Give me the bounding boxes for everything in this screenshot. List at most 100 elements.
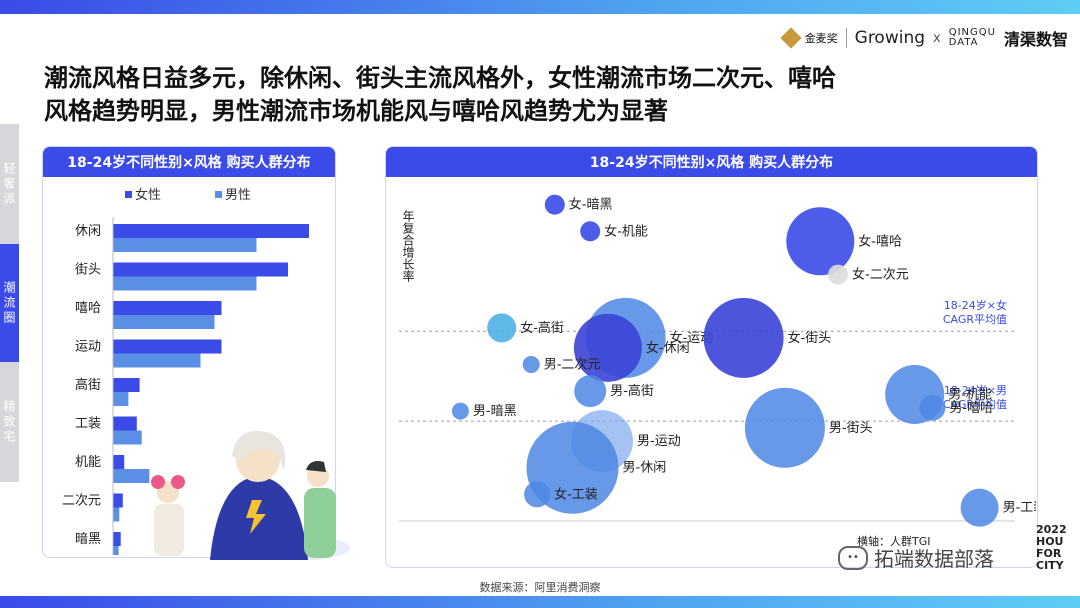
man-body-shape (304, 488, 336, 558)
ref-line-label: CAGR平均值 (943, 398, 1007, 411)
child-bun-left (151, 475, 165, 489)
bubble-label: 男-嘻哈 (949, 401, 993, 416)
bar-female (113, 378, 140, 392)
watermark: •• 拓端数据部落 (838, 543, 994, 572)
logo-qingqu-shuzhi: 清渠数智 (1003, 30, 1068, 49)
bar-male (113, 353, 201, 368)
bar-female (113, 339, 222, 354)
logo-times: x (933, 30, 941, 46)
bubble-point (487, 313, 517, 343)
bubble-chart: 18-24岁×女CAGR平均值18-24岁×男CAGR平均值女-暗黑女-机能女-… (399, 194, 1036, 527)
side-tab-qingshepai[interactable]: 轻奢派 (0, 124, 19, 244)
left-panel-title: 18-24岁不同性别×风格 购买人群分布 (43, 147, 335, 177)
logo-jinmaijiang-text: 金麦奖 (804, 32, 838, 45)
bubble-label: 女-运动 (670, 330, 714, 346)
left-bar-panel: 18-24岁不同性别×风格 购买人群分布 女性 男性休闲街头嘻哈运动高街工装机能二… (42, 146, 336, 558)
top-accent-bar (0, 0, 1080, 14)
bubble-label: 男-休闲 (623, 461, 667, 476)
logo-growing: Growing (854, 28, 926, 48)
child-body-shape (154, 504, 184, 556)
bubble-point (960, 488, 999, 527)
bar-category-label: 机能 (75, 455, 101, 470)
bubble-point (703, 297, 784, 378)
bubble-label: 男-二次元 (544, 356, 601, 372)
logo-qingqu-data: QINGQU DATA (949, 28, 996, 48)
bubble-label: 男-暗黑 (473, 404, 517, 419)
bar-male (113, 238, 257, 252)
side-tabs: 轻奢派 潮流圈 精致宅 (0, 124, 19, 482)
bubble-point (744, 387, 825, 468)
bar-male (113, 276, 257, 291)
page-title-line1: 潮流风格日益多元，除休闲、街头主流风格外，女性潮流市场二次元、嘻哈 (44, 64, 836, 92)
bar-female (113, 493, 123, 508)
legend-swatch-0 (125, 191, 132, 198)
bar-female (113, 532, 121, 546)
bar-category-label: 嘻哈 (75, 301, 101, 316)
bar-male (113, 392, 129, 406)
bubble-label: 女-工装 (554, 486, 598, 502)
bubble-point (573, 313, 642, 382)
x-axis-note: 横轴：人群TGI (857, 535, 931, 548)
bar-category-label: 街头 (75, 263, 101, 278)
side-tab-jingzhizhai[interactable]: 精致宅 (0, 362, 19, 482)
bubble-point (574, 375, 607, 408)
bubble-point (544, 194, 565, 215)
bar-female (113, 416, 137, 431)
logo-divider (845, 28, 847, 48)
bubble-point (828, 264, 848, 285)
bar-male (113, 546, 119, 555)
bubble-label: 女-暗黑 (569, 197, 613, 213)
child-bun-right (171, 475, 185, 489)
lightning-icon (246, 500, 266, 534)
ref-line-label: 18-24岁×女 (944, 298, 1007, 312)
bar-category-label: 工装 (75, 417, 101, 432)
bubble-point (786, 207, 855, 276)
wechat-icon: •• (838, 545, 868, 570)
bubble-label: 男-运动 (637, 434, 681, 449)
bubble-label: 女-高街 (520, 320, 564, 336)
bubble-label: 女-机能 (604, 223, 648, 239)
legend-swatch-1 (215, 191, 222, 198)
bubble-label: 男-街头 (829, 421, 873, 436)
bubble-label: 女-街头 (788, 330, 832, 346)
bar-category-label: 暗黑 (75, 532, 101, 547)
ref-line-label: 18-24岁×男 (944, 383, 1007, 397)
hair-shape (232, 431, 286, 470)
bubble-label: 女-二次元 (852, 267, 909, 283)
bubble-point (522, 355, 540, 373)
bubble-label: 女-休闲 (646, 340, 690, 356)
man-hair-shape (306, 461, 326, 472)
page-title-line2: 风格趋势明显，男性潮流市场机能风与嘻哈风趋势尤为显著 (44, 97, 668, 125)
right-panel-title: 18-24岁不同性别×风格 购买人群分布 (386, 147, 1037, 177)
bubble-label: 男-机能 (948, 387, 992, 402)
legend-label-1: 男性 (225, 188, 251, 203)
bar-female (113, 224, 309, 238)
y-axis-label: 年复合增长率 (401, 210, 415, 282)
legend-label-0: 女性 (135, 187, 161, 203)
bubble-label: 女-嘻哈 (858, 233, 902, 249)
bubble-point (524, 481, 551, 508)
logo-jinmaijiang: 金麦奖 (780, 27, 838, 49)
bar-category-label: 二次元 (62, 493, 101, 509)
bottom-accent-bar (0, 596, 1080, 608)
bar-category-label: 运动 (75, 340, 101, 355)
gold-box-icon (780, 27, 802, 49)
fashion-illustration (151, 431, 350, 560)
logo-data-text: DATA (948, 37, 979, 48)
bar-male (113, 469, 150, 483)
bar-category-label: 休闲 (75, 224, 101, 239)
side-tab-chaoliuquan[interactable]: 潮流圈 (0, 244, 19, 362)
bar-male (113, 430, 142, 445)
bubble-point (451, 402, 469, 420)
header-logos: 金麦奖 Growing x QINGQU DATA 清渠数智 (780, 26, 1068, 50)
bar-category-label: 高街 (75, 377, 101, 393)
logo-qingqu-text: QINGQU (948, 27, 996, 38)
bubble-point (580, 221, 601, 242)
ref-line-label: CAGR平均值 (943, 313, 1007, 326)
bar-female (113, 262, 288, 277)
bar-male (113, 315, 215, 329)
page-title: 潮流风格日益多元，除休闲、街头主流风格外，女性潮流市场二次元、嘻哈 风格趋势明显… (44, 62, 1034, 128)
year-note: 2022 HOU FOR CITY (1036, 523, 1067, 572)
bubble-point (919, 394, 946, 421)
bubble-label: 男-工装 (1003, 501, 1036, 516)
